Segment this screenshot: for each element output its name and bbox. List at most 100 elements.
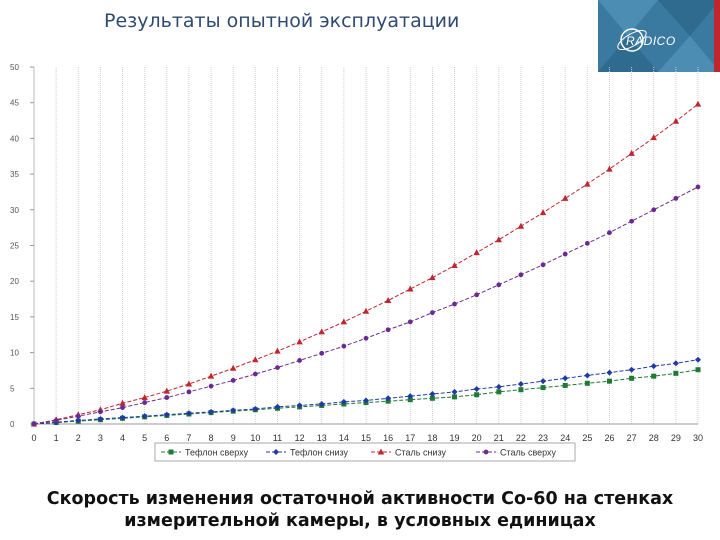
- y-tick-label-45: 45: [10, 99, 19, 108]
- data-point-s1-29: [672, 360, 679, 367]
- x-tick-label-8: 8: [209, 433, 214, 443]
- data-point-s3-19: [452, 301, 457, 307]
- legend-marker-2: [377, 448, 385, 455]
- data-point-s1-5: [141, 413, 148, 420]
- x-tick-label-7: 7: [186, 433, 191, 443]
- x-tick-label-30: 30: [693, 433, 703, 443]
- data-point-s3-26: [607, 230, 612, 236]
- legend-marker-3: [483, 449, 489, 455]
- logo-text: RADICO: [626, 34, 676, 48]
- data-point-s1-23: [540, 378, 547, 385]
- series-line-2: [33, 103, 699, 425]
- data-point-s0-30: [695, 367, 701, 373]
- legend-label-2: Сталь снизу: [395, 448, 446, 458]
- y-tick-label-20: 20: [10, 277, 19, 286]
- data-point-s2-15: [362, 307, 370, 314]
- data-point-s2-7: [185, 380, 193, 387]
- data-point-s3-12: [297, 358, 302, 363]
- data-point-s2-12: [296, 338, 303, 345]
- x-tick-label-28: 28: [649, 433, 659, 443]
- legend-box: [154, 442, 576, 462]
- x-tick-label-25: 25: [582, 433, 592, 443]
- data-point-s3-9: [230, 378, 236, 383]
- logo-background-icon: [598, 0, 720, 72]
- data-point-s3-16: [385, 327, 391, 333]
- data-point-s0-29: [673, 370, 679, 376]
- data-point-s2-5: [141, 394, 148, 401]
- data-point-s2-11: [274, 347, 281, 354]
- y-tick-label-25: 25: [10, 242, 19, 251]
- data-point-s2-25: [584, 180, 591, 187]
- data-point-s3-29: [673, 195, 679, 201]
- x-tick-label-29: 29: [671, 433, 681, 443]
- data-point-s2-24: [562, 194, 569, 201]
- data-point-s3-6: [164, 395, 170, 400]
- y-tick-label-10: 10: [10, 349, 19, 358]
- data-point-s1-12: [296, 402, 303, 409]
- data-point-s0-20: [474, 392, 480, 398]
- x-tick-label-20: 20: [472, 433, 482, 443]
- data-point-s0-22: [518, 387, 524, 393]
- data-point-s3-23: [540, 262, 546, 268]
- data-point-s2-30: [694, 100, 702, 107]
- y-tick-label-0: 0: [10, 420, 15, 429]
- data-point-s1-30: [695, 356, 701, 363]
- data-point-s1-9: [230, 407, 237, 414]
- data-point-s1-18: [429, 391, 436, 398]
- data-point-s2-14: [340, 318, 348, 325]
- x-tick-label-17: 17: [405, 433, 415, 443]
- data-point-s1-21: [495, 383, 502, 390]
- caption-line-1: Скорость изменения остаточной активности…: [46, 489, 674, 509]
- y-tick-label-40: 40: [10, 134, 19, 143]
- data-point-s2-20: [473, 249, 480, 256]
- data-point-s2-8: [207, 372, 215, 379]
- data-point-s1-4: [119, 414, 126, 421]
- data-point-s0-23: [540, 385, 546, 391]
- data-point-s3-20: [474, 292, 480, 298]
- data-point-s3-11: [275, 365, 280, 370]
- data-point-s2-29: [672, 117, 680, 124]
- data-point-s1-14: [340, 398, 347, 405]
- data-point-s2-23: [539, 209, 547, 216]
- data-point-s2-17: [407, 285, 414, 292]
- data-point-s3-21: [496, 282, 502, 288]
- data-point-s3-28: [651, 207, 657, 213]
- data-point-s3-30: [695, 184, 701, 190]
- y-tick-label-30: 30: [10, 206, 19, 215]
- data-point-s0-28: [651, 373, 657, 379]
- x-tick-label-24: 24: [560, 433, 570, 443]
- data-point-s1-19: [451, 388, 458, 395]
- x-tick-label-10: 10: [250, 433, 260, 443]
- x-tick-label-19: 19: [450, 433, 460, 443]
- data-point-s1-10: [252, 406, 259, 413]
- x-tick-label-2: 2: [76, 433, 81, 443]
- data-point-s0-21: [496, 389, 502, 395]
- x-tick-label-3: 3: [98, 433, 103, 443]
- data-point-s1-20: [473, 386, 480, 393]
- data-point-s0-19: [452, 394, 458, 400]
- data-point-s1-8: [208, 408, 215, 415]
- data-point-s2-28: [650, 134, 657, 141]
- x-tick-label-4: 4: [120, 433, 125, 443]
- caption-line-2: измерительной камеры, в условных единица…: [124, 511, 596, 531]
- legend-marker-1: [273, 449, 279, 455]
- y-tick-label-50: 50: [10, 63, 19, 72]
- data-point-s0-26: [606, 378, 612, 384]
- data-point-s3-15: [363, 335, 369, 341]
- data-point-s1-22: [517, 381, 524, 388]
- data-point-s1-6: [163, 411, 170, 418]
- data-point-s3-22: [518, 272, 524, 278]
- data-point-s0-25: [584, 380, 590, 386]
- x-tick-label-12: 12: [295, 433, 305, 443]
- x-tick-label-22: 22: [516, 433, 526, 443]
- data-point-s3-0: [31, 421, 37, 427]
- data-point-s3-17: [407, 319, 413, 325]
- data-point-s2-26: [606, 165, 613, 172]
- data-point-s3-1: [53, 418, 59, 423]
- data-point-s2-27: [628, 149, 635, 156]
- data-point-s1-26: [606, 369, 613, 376]
- slide-title: Результаты опытной эксплуатации: [104, 10, 460, 32]
- data-point-s2-4: [119, 399, 126, 406]
- data-point-s2-6: [163, 387, 170, 394]
